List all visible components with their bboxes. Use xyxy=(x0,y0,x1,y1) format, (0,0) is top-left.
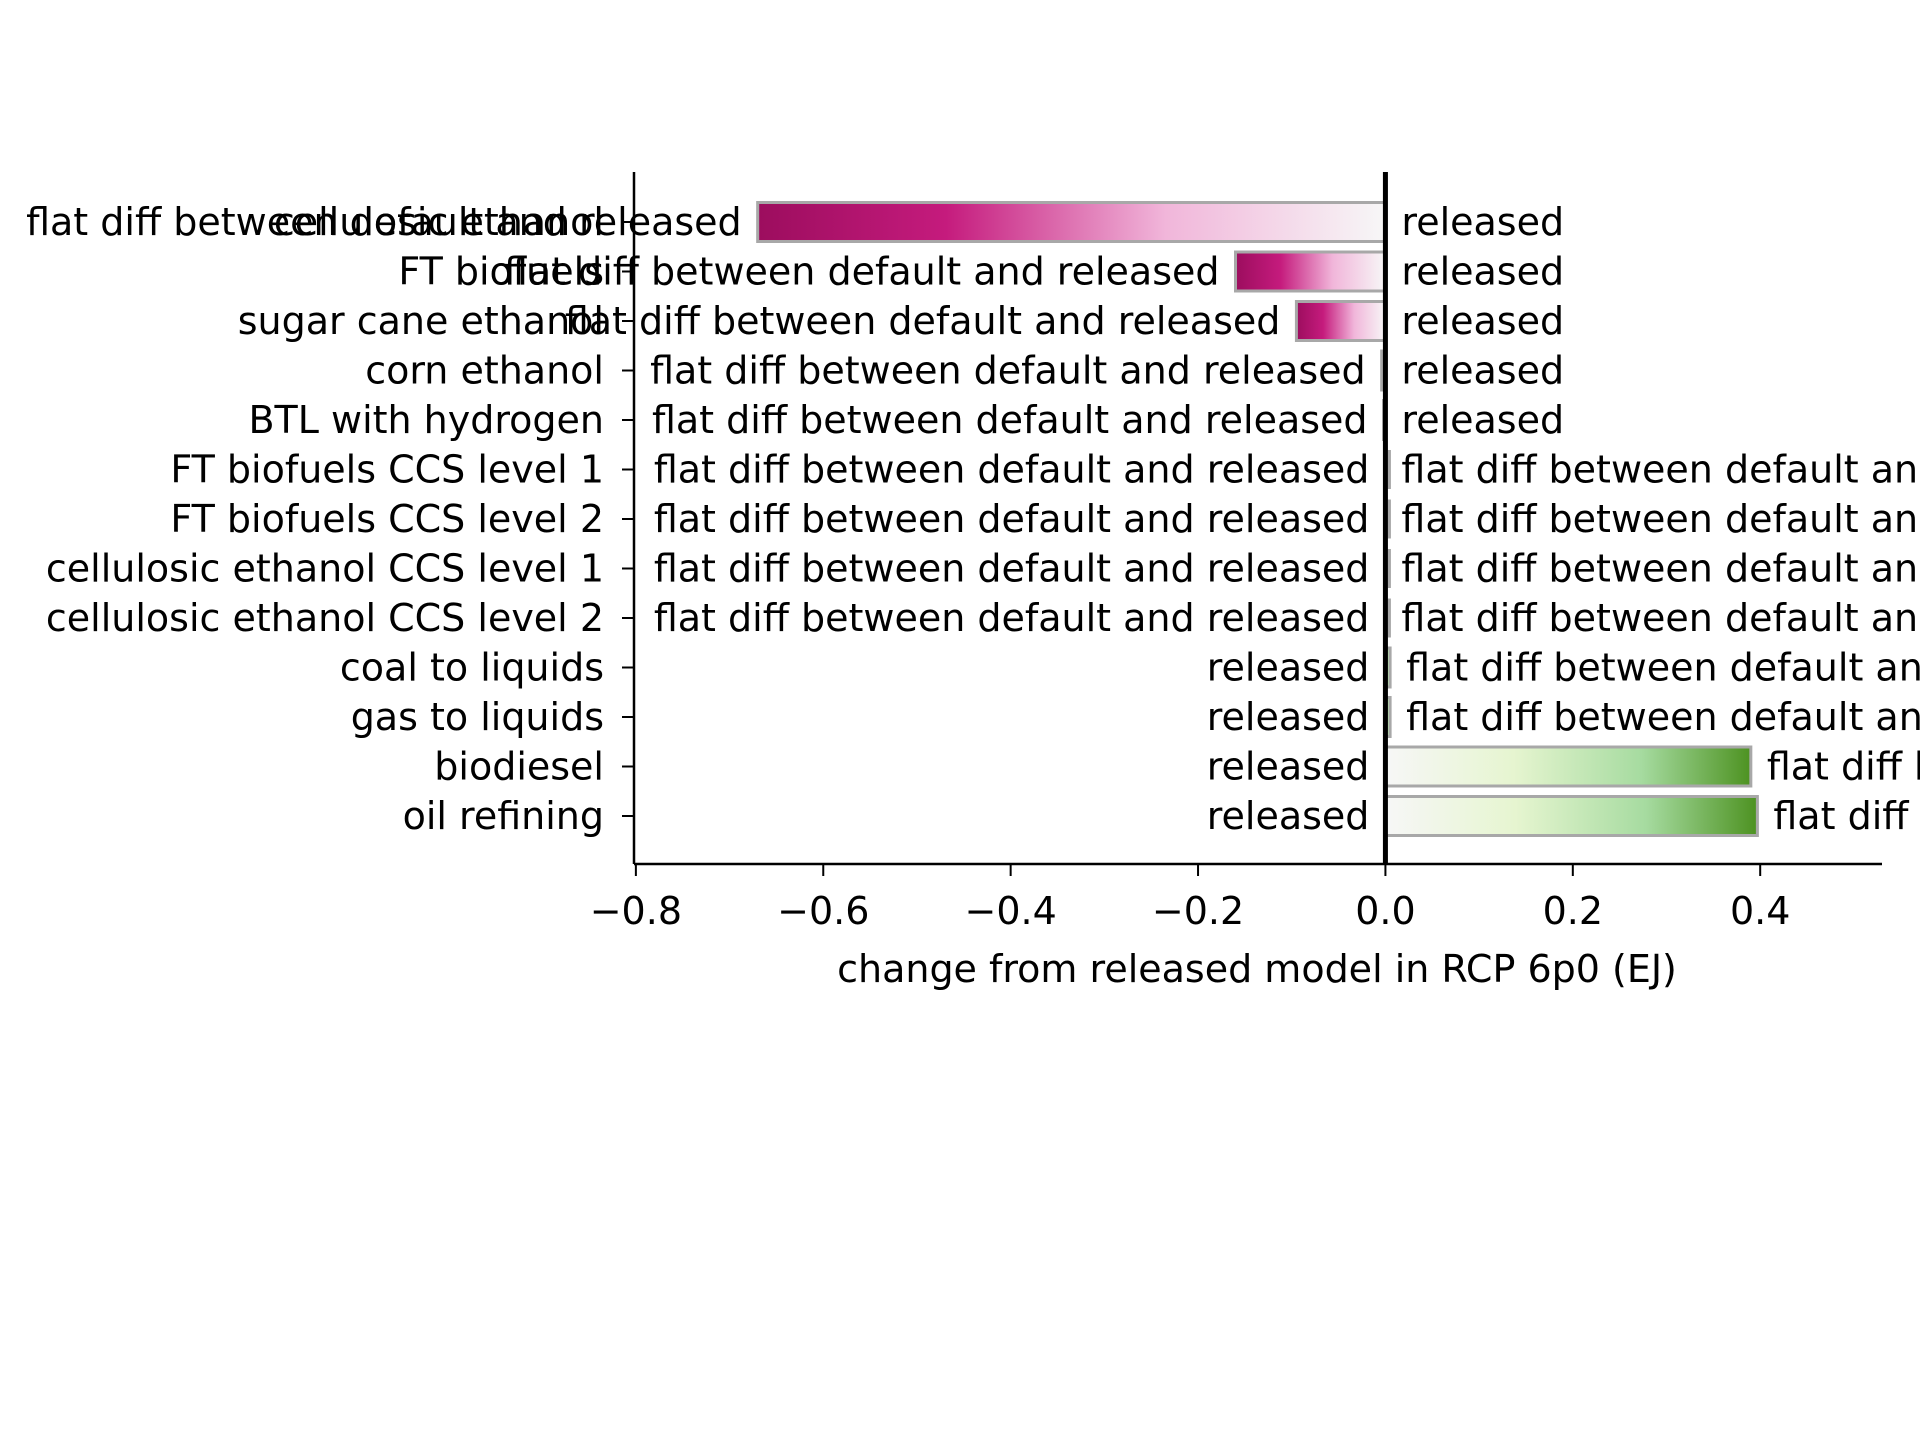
bar xyxy=(1383,745,1753,788)
bar-right-label: released xyxy=(1401,250,1564,294)
bar-right-label: released xyxy=(1401,200,1564,244)
y-tick-label: biodiesel xyxy=(434,745,604,789)
bar xyxy=(756,201,1387,243)
y-tick-label: FT biofuels CCS level 1 xyxy=(170,448,604,492)
y-tick-label: corn ethanol xyxy=(365,349,604,393)
bar-right-label: released xyxy=(1401,398,1564,442)
bar-left-label: flat diff between default and released xyxy=(565,299,1281,343)
bar-right-label: released xyxy=(1401,299,1564,343)
y-tick-label: cellulosic ethanol CCS level 1 xyxy=(46,547,604,591)
axes-layer: cellulosic ethanol FT biofuels sugar cane … xyxy=(46,172,1882,933)
y-tick-label: FT biofuels xyxy=(398,250,604,294)
y-tick-label: cellulosic ethanol CCS level 2 xyxy=(46,596,604,640)
y-tick-label: sugar cane ethanol xyxy=(238,299,604,343)
bar-left-label: flat diff between default and released xyxy=(654,547,1370,591)
bar-left-label: released xyxy=(1207,695,1370,739)
bars-layer xyxy=(756,201,1759,837)
bar-left-label: released xyxy=(1207,745,1370,789)
x-axis-label: change from released model in RCP 6p0 (E… xyxy=(837,947,1677,991)
bar-right-label: flat diff between default and released xyxy=(1773,794,1920,838)
x-tick-label: −0.4 xyxy=(965,889,1057,933)
y-tick-label: FT biofuels CCS level 2 xyxy=(170,497,604,541)
bar-left-label: flat diff between default and released xyxy=(650,349,1366,393)
bar-left-label: flat diff between default and released xyxy=(504,250,1220,294)
x-tick-label: 0.0 xyxy=(1355,889,1415,933)
bar-left-label: released xyxy=(1207,646,1370,690)
x-tick-label: −0.8 xyxy=(590,889,682,933)
bar-left-label: flat diff between default and released xyxy=(654,448,1370,492)
bar-right-label: flat diff between default and released xyxy=(1406,646,1920,690)
bar-right-label: flat diff between default and released xyxy=(1401,448,1920,492)
bar-right-label: flat diff between default and released xyxy=(1401,547,1920,591)
bar-right-label: flat diff between default and released xyxy=(1401,497,1920,541)
bar-left-label: flat diff between default and released xyxy=(652,398,1368,442)
x-tick-label: 0.2 xyxy=(1543,889,1603,933)
bar xyxy=(1234,250,1387,293)
bar-right-label: flat diff between default and released xyxy=(1406,695,1920,739)
bar-right-label: flat diff between default and released xyxy=(1767,745,1920,789)
bar-right-label: flat diff between default and released xyxy=(1401,596,1920,640)
x-tick-label: −0.6 xyxy=(777,889,869,933)
bar-right-label: released xyxy=(1401,349,1564,393)
bar xyxy=(1294,300,1387,342)
bar-left-label: released xyxy=(1207,794,1370,838)
y-tick-label: coal to liquids xyxy=(340,646,604,690)
bar-left-label: flat diff between default and released xyxy=(654,497,1370,541)
bar-left-label: flat diff between default and released xyxy=(654,596,1370,640)
y-tick-label: oil refining xyxy=(403,794,604,838)
x-tick-label: 0.4 xyxy=(1730,889,1790,933)
x-tick-label: −0.2 xyxy=(1152,889,1244,933)
y-tick-label: gas to liquids xyxy=(351,695,604,739)
y-tick-label: cellulosic ethanol xyxy=(274,200,604,244)
bar xyxy=(1383,795,1759,837)
y-tick-label: BTL with hydrogen xyxy=(248,398,604,442)
